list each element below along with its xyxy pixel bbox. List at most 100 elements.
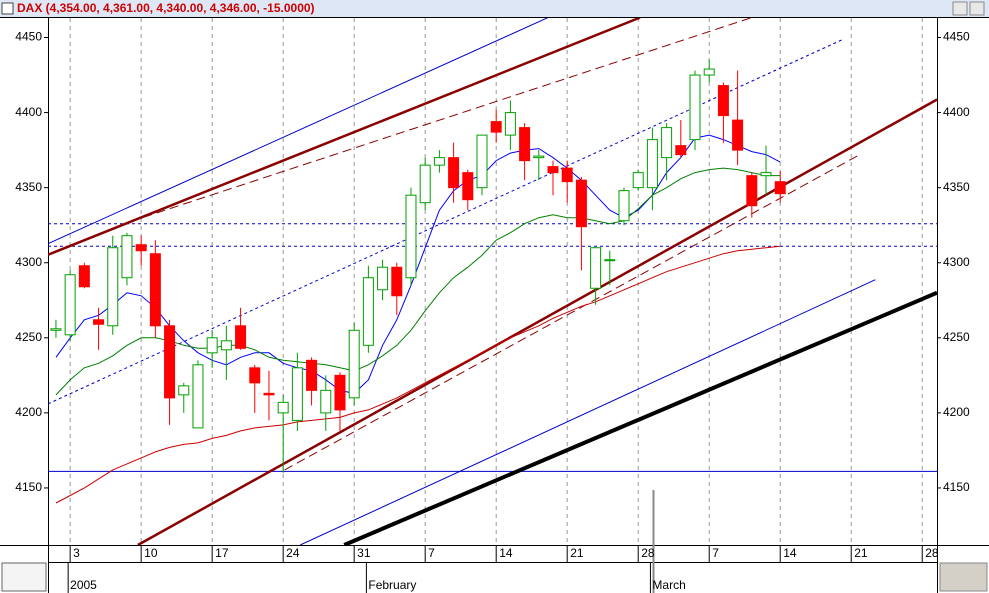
candle-body [675,145,687,156]
candle-body [121,235,133,279]
candle-body [362,277,374,346]
x-tick-label: 24 [286,546,300,560]
candle-body [760,172,772,177]
candle-body [320,389,332,414]
y-tick-label: 4150 [943,480,970,494]
trend-line [48,18,641,256]
candle-body [334,374,346,411]
trend-line [300,279,876,545]
x-tick-label: 17 [215,546,229,560]
candle-body [646,139,658,189]
candle-body [476,134,488,189]
x-tick-label: 28 [925,546,939,560]
candle-body [547,166,559,174]
y-tick-label: 4250 [15,330,42,344]
candle-body [732,119,744,151]
trend-line [48,39,843,405]
candle-body [717,85,729,117]
candle-body [632,172,644,189]
y-tick-label: 4450 [943,30,970,44]
y-tick-label: 4400 [15,105,42,119]
candle-body [604,259,616,262]
candle-body [575,179,587,228]
candle-body [93,319,105,325]
y-tick-label: 4300 [943,255,970,269]
x-tick-label: 14 [499,546,513,560]
trend-line [343,290,937,545]
candle-body [206,337,218,354]
candle-body [235,325,247,349]
candle-body [107,247,119,327]
trend-line [129,18,752,223]
candle-body [561,167,573,183]
restore-button[interactable] [952,1,968,16]
moving-average-line [55,167,781,396]
x-tick-label: 21 [570,546,584,560]
candle-body [689,74,701,141]
candle-body [263,392,275,396]
moving-average-line [55,134,781,394]
candle-body [149,253,161,327]
candle-body [703,68,715,76]
trend-line [48,18,549,245]
candle-body [64,274,76,336]
x-tick-label: 10 [144,546,158,560]
candle-body [277,401,289,414]
y-tick-label: 4350 [943,180,970,194]
candle-body [618,190,630,222]
y-tick-label: 4200 [15,405,42,419]
candle-body [391,266,403,297]
candle-body [504,112,516,136]
candle-body [405,194,417,279]
candle-body [377,266,389,291]
x-tick-label: 7 [712,546,719,560]
y-tick-label: 4300 [15,255,42,269]
candle-body [348,329,360,399]
moving-average-line [55,245,781,504]
candle-body [164,325,176,399]
candle-body [178,385,190,396]
x-tick-label: 21 [854,546,868,560]
candle-body [419,164,431,204]
candle-body [533,155,545,159]
period-label: March [652,578,685,592]
candle-body [291,367,303,421]
candle-body [220,340,232,351]
chart-title: DAX (4,354.00, 4,361.00, 4,340.00, 4,346… [17,1,315,15]
trend-line [137,98,937,545]
y-tick-label: 4200 [943,405,970,419]
x-tick-label: 3 [73,546,80,560]
x-tick-label: 31 [357,546,371,560]
scroll-control[interactable] [939,562,988,592]
y-tick-label: 4400 [943,105,970,119]
trend-line [284,154,860,471]
candle-body [249,367,261,384]
title-bar [0,0,989,17]
period-label: 2005 [70,578,97,592]
candle-body [448,157,460,189]
candle-body [433,157,445,166]
candle-body [192,364,204,429]
y-tick-label: 4150 [15,480,42,494]
candle-body [661,127,673,159]
candle-body [306,359,318,391]
x-tick-label: 7 [428,546,435,560]
candle-body [490,121,502,133]
window-icon [1,2,14,15]
x-tick-label: 14 [783,546,797,560]
plot-area [48,18,937,545]
candle-body [746,175,758,207]
candle-body [519,127,531,162]
y-tick-label: 4250 [943,330,970,344]
close-button[interactable] [969,1,985,16]
period-label: February [368,578,416,592]
candle-body [462,172,474,201]
corner-box [1,562,47,592]
candle-body [135,244,147,252]
candle-body [78,265,90,288]
candle-body [590,247,602,289]
y-tick-label: 4350 [15,180,42,194]
